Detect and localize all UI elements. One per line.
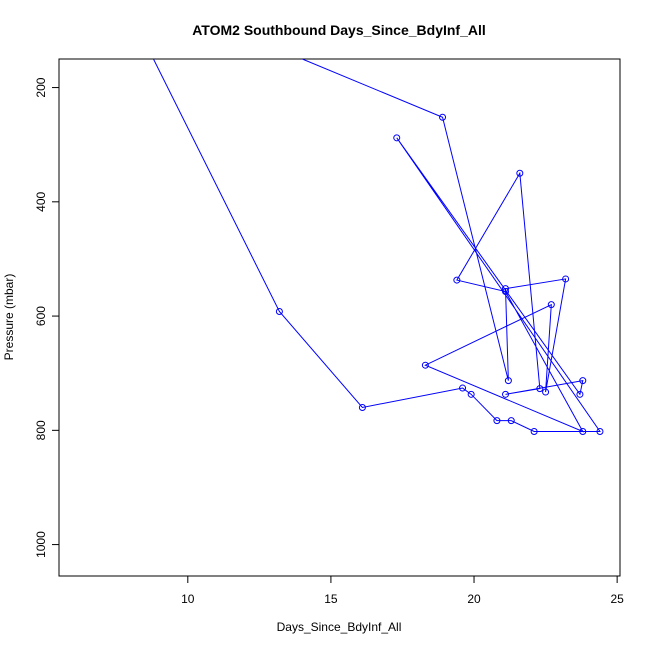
y-tick-label: 1000 [34, 531, 48, 558]
data-point [504, 377, 512, 385]
series-line [153, 59, 601, 433]
y-tick-label: 800 [34, 420, 48, 440]
data-point [358, 403, 366, 411]
data-point [393, 134, 401, 142]
data-point [453, 276, 461, 284]
data-point [439, 113, 447, 121]
x-axis: 10 15 20 25 [181, 575, 624, 606]
x-tick-label: 20 [467, 592, 481, 606]
plot-area [153, 59, 604, 435]
data-point [467, 390, 475, 398]
data-point [275, 308, 283, 316]
data-point [547, 301, 555, 309]
plot-frame [58, 58, 621, 577]
data-point [562, 275, 570, 283]
chart-title: ATOM2 Southbound Days_Since_BdyInf_All [192, 22, 486, 38]
data-point [530, 427, 538, 435]
data-point [536, 385, 544, 393]
x-tick-label: 25 [610, 592, 624, 606]
x-axis-label: Days_Since_BdyInf_All [277, 620, 402, 634]
data-point [502, 285, 510, 293]
y-tick-label: 200 [34, 77, 48, 97]
x-tick-label: 10 [181, 592, 195, 606]
y-tick-label: 600 [34, 306, 48, 326]
data-point [579, 377, 587, 385]
data-point [542, 388, 550, 396]
data-point [576, 390, 584, 398]
y-axis: 200 400 600 800 1000 [34, 77, 60, 558]
x-tick-label: 15 [324, 592, 338, 606]
data-point [507, 417, 515, 425]
y-tick-label: 400 [34, 191, 48, 211]
data-point [596, 427, 604, 435]
data-point [502, 390, 510, 398]
data-point [459, 384, 467, 392]
data-point [516, 169, 524, 177]
y-axis-label: Pressure (mbar) [2, 274, 16, 361]
data-point [421, 361, 429, 369]
data-point [493, 417, 501, 425]
data-point [579, 427, 587, 435]
data-point [502, 288, 510, 296]
